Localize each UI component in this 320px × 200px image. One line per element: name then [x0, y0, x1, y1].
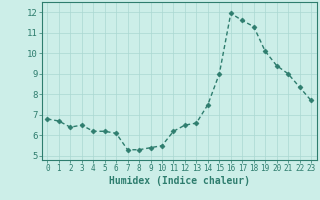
X-axis label: Humidex (Indice chaleur): Humidex (Indice chaleur) — [109, 176, 250, 186]
